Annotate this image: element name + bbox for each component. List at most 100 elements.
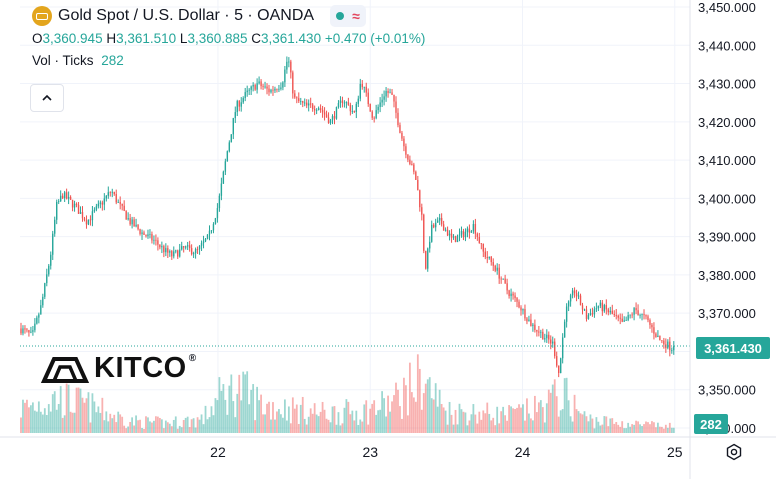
volume-bar <box>369 408 372 433</box>
candle-body <box>528 319 530 322</box>
volume-bar <box>39 411 42 433</box>
candle-body <box>442 224 445 231</box>
candle-body <box>341 100 344 103</box>
candle-body <box>190 248 193 255</box>
candle-body <box>38 314 40 318</box>
volume-bar <box>585 416 588 433</box>
candle-body <box>436 220 439 223</box>
candle-body <box>268 88 270 93</box>
volume-bar <box>222 384 225 433</box>
candle-body <box>181 246 183 250</box>
y-tick-label: 3,350.000 <box>698 383 756 398</box>
volume-bar <box>385 416 387 433</box>
candle-body <box>93 209 96 212</box>
candle-body <box>34 323 36 331</box>
volume-bar <box>186 416 189 433</box>
volume-bar <box>238 374 241 433</box>
candle-body <box>323 112 326 115</box>
candle-body <box>290 61 292 73</box>
volume-bar <box>559 410 562 433</box>
candle-body <box>306 102 308 106</box>
candle-body <box>637 310 639 316</box>
volume-bar <box>280 414 282 433</box>
volume-bar <box>428 377 431 433</box>
volume-bar <box>190 419 193 433</box>
collapse-legend-button[interactable] <box>30 84 64 112</box>
candle-body <box>671 350 673 351</box>
volume-bar <box>530 418 532 433</box>
candle-body <box>54 219 56 234</box>
candle-body <box>512 293 514 296</box>
volume-bar <box>470 414 473 433</box>
volume-bar <box>196 417 199 433</box>
candle-body <box>44 283 46 297</box>
volume-bar <box>89 422 92 433</box>
volume-bar <box>484 413 487 433</box>
candle-body <box>224 161 227 172</box>
volume-bar <box>482 410 485 433</box>
candle-body <box>486 256 488 259</box>
symbol-title[interactable]: Gold Spot / U.S. Dollar · 5 · OANDA <box>58 7 315 24</box>
candle-body <box>157 240 159 245</box>
volume-bar <box>311 413 314 433</box>
candle-body <box>458 234 461 236</box>
candle-body <box>581 305 584 310</box>
volume-bar <box>567 400 570 433</box>
volume-bar <box>535 412 538 433</box>
candle-body <box>476 233 479 237</box>
volume-bar <box>545 403 548 433</box>
volume-bar <box>105 411 108 433</box>
volume-bar <box>24 402 26 433</box>
volume-bar <box>434 383 437 433</box>
candle-body <box>308 103 310 106</box>
volume-bar <box>170 426 173 433</box>
candle-body <box>280 87 282 89</box>
candle-body <box>617 315 619 318</box>
candle-body <box>649 320 651 325</box>
candle-body <box>371 111 373 118</box>
volume-bar <box>591 418 594 433</box>
volume-bar <box>174 416 177 433</box>
candle-body <box>558 365 560 374</box>
candle-body <box>355 103 358 112</box>
chart-settings-button[interactable] <box>724 442 744 462</box>
volume-bar <box>254 420 257 433</box>
volume-bar <box>297 423 300 433</box>
volume-legend[interactable]: Vol · Ticks 282 <box>32 53 425 71</box>
market-status-pill[interactable]: ≈ <box>330 5 366 27</box>
candle-body <box>270 89 272 93</box>
candle-body <box>210 230 213 232</box>
candle-body <box>107 192 109 196</box>
candle-body <box>587 315 590 319</box>
price-axis[interactable]: 3,450.000 3,440.000 3,430.000 3,420.000 3,41… <box>689 0 756 479</box>
volume-bar <box>512 408 514 433</box>
candle-body <box>79 212 82 214</box>
volume-bar <box>565 377 568 433</box>
candle-body <box>274 88 276 91</box>
candle-body <box>452 236 455 238</box>
candle-body <box>48 265 50 275</box>
volume-bar <box>157 416 159 433</box>
volume-bar <box>307 416 310 433</box>
kitco-wordmark: KITCO <box>94 352 187 384</box>
volume-bar <box>37 401 40 433</box>
volume-bar <box>67 384 70 433</box>
candle-body <box>24 328 26 330</box>
volume-bar <box>397 389 399 433</box>
candle-body <box>113 191 115 195</box>
volume-bar <box>579 413 582 433</box>
volume-bar <box>331 406 334 433</box>
candle-body <box>466 228 469 233</box>
candle-body <box>77 204 80 214</box>
candle-body <box>480 243 483 245</box>
volume-bar <box>242 371 245 433</box>
time-axis[interactable]: 22 23 24 25 <box>0 436 776 460</box>
candle-body <box>375 110 377 119</box>
volume-bar <box>450 414 453 433</box>
volume-bar <box>149 421 151 433</box>
volume-bar <box>230 374 233 433</box>
volume-bar <box>645 421 647 433</box>
candle-body <box>583 309 586 311</box>
volume-bar <box>537 402 540 433</box>
